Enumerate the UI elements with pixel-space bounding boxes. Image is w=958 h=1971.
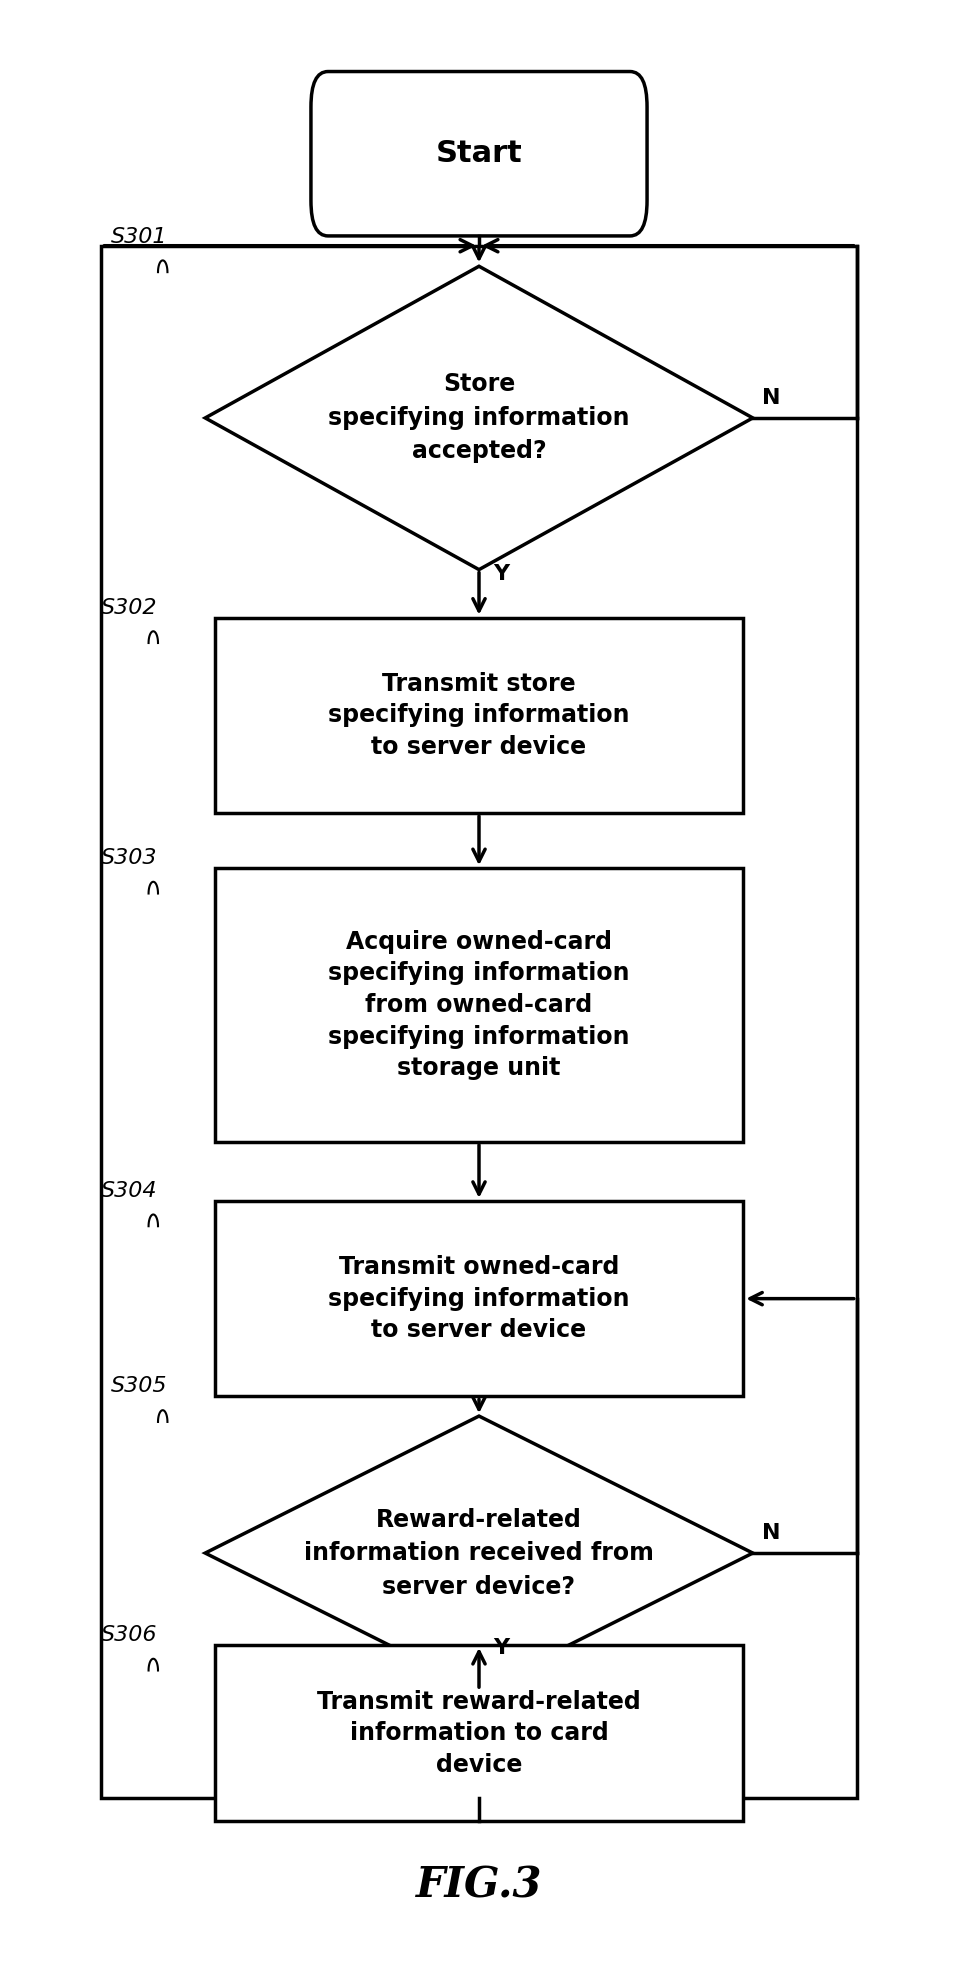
Bar [215, 867, 743, 1141]
Bar [215, 617, 743, 814]
Text: S306: S306 [102, 1624, 158, 1646]
Text: Start: Start [436, 140, 522, 168]
Text: Transmit reward-related
information to card
device: Transmit reward-related information to c… [317, 1689, 641, 1776]
Text: Acquire owned-card
specifying information
from owned-card
specifying information: Acquire owned-card specifying informatio… [329, 930, 629, 1080]
Text: Y: Y [493, 1638, 510, 1658]
Text: Y: Y [493, 564, 510, 583]
Text: S302: S302 [102, 597, 158, 617]
Polygon shape [205, 1415, 753, 1689]
Bar [215, 1646, 743, 1821]
Text: S305: S305 [111, 1376, 168, 1397]
Text: Reward-related
information received from
server device?: Reward-related information received from… [304, 1508, 654, 1598]
Text: Store
specifying information
accepted?: Store specifying information accepted? [329, 373, 629, 463]
Text: Transmit owned-card
specifying information
to server device: Transmit owned-card specifying informati… [329, 1256, 629, 1342]
Text: N: N [763, 1524, 781, 1543]
Text: Transmit store
specifying information
to server device: Transmit store specifying information to… [329, 672, 629, 759]
Bar [102, 246, 856, 1798]
FancyBboxPatch shape [311, 71, 647, 237]
Text: S304: S304 [102, 1181, 158, 1200]
Bar [215, 1200, 743, 1397]
Text: S301: S301 [111, 227, 168, 246]
Polygon shape [205, 266, 753, 570]
Text: S303: S303 [102, 848, 158, 867]
Text: FIG.3: FIG.3 [416, 1865, 542, 1906]
Text: N: N [763, 388, 781, 408]
